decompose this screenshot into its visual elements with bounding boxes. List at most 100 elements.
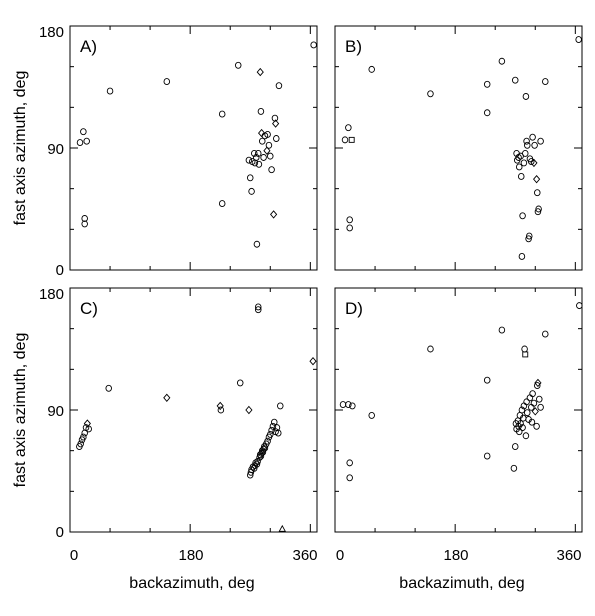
- panel-c-point-22: [254, 458, 261, 465]
- panel-b: B): [334, 25, 583, 271]
- panel-d-xtick-label-2: 360: [556, 547, 581, 564]
- panel-a-point-10: [245, 156, 253, 164]
- panel-b-point-28: [529, 133, 536, 141]
- panel-c-point-1: [77, 440, 84, 448]
- panel-d-point-10: [510, 464, 518, 472]
- panel-d-point-24: [522, 351, 529, 358]
- panel-d-point-39: [537, 403, 544, 411]
- panel-d-point-1: [345, 401, 352, 409]
- panel-b-point-10: [511, 76, 519, 84]
- panel-c-point-6: [83, 419, 91, 428]
- panel-b-point-19: [520, 159, 528, 167]
- panel-d-x-axis-label: backazimuth, deg: [399, 575, 524, 592]
- panel-d-point-6: [427, 345, 434, 353]
- panel-a-ytick-label-2: 180: [39, 24, 64, 41]
- panel-a-point-30: [268, 166, 275, 174]
- panel-a-point-19: [255, 160, 263, 168]
- panel-b-point-18: [519, 212, 526, 220]
- panel-a-point-4: [81, 220, 88, 228]
- panel-c-point-45: [278, 524, 287, 532]
- panel-b-point-27: [528, 158, 535, 166]
- panel-d-point-27: [524, 409, 531, 417]
- panel-a-y-axis-label: fast axis azimuth, deg: [12, 71, 29, 226]
- panel-c-point-3: [80, 433, 87, 441]
- panel-c-x-axis-label: backazimuth, deg: [129, 575, 254, 592]
- panel-d-point-40: [542, 330, 549, 338]
- panel-c-point-35: [264, 437, 271, 445]
- panel-c-point-43: [275, 429, 282, 437]
- panel-a-point-6: [163, 78, 171, 86]
- panel-b-point-37: [575, 36, 582, 44]
- panel-a-point-0: [76, 139, 84, 147]
- panel-d-point-34: [531, 407, 539, 416]
- panel-a-point-28: [265, 141, 273, 149]
- panel-b-point-23: [524, 141, 531, 149]
- panel-c-point-40: [271, 418, 278, 426]
- panel-c-point-7: [85, 425, 92, 433]
- panel-b-point-0: [341, 136, 349, 144]
- panel-b-point-21: [522, 93, 530, 100]
- panel-d-point-41: [576, 302, 583, 310]
- panel-b-point-22: [523, 137, 530, 145]
- panel-a-point-8: [218, 200, 226, 208]
- panel-c-point-24: [255, 306, 262, 314]
- panel-a-point-31: [270, 210, 278, 219]
- panel-d-point-38: [536, 395, 543, 403]
- panel-a-point-26: [263, 146, 271, 155]
- panel-a-point-23: [259, 137, 266, 145]
- panel-c-ytick-label-2: 180: [39, 286, 64, 303]
- panel-d-frame: [334, 287, 583, 533]
- panel-a-label: A): [80, 37, 97, 56]
- panel-d-point-35: [533, 422, 540, 430]
- panel-b-point-7: [483, 80, 491, 88]
- panel-b-frame: [334, 25, 583, 271]
- panel-a-point-36: [310, 41, 317, 49]
- panel-a: A) 0 90 180 fast axis azimuth, deg: [12, 24, 318, 279]
- panel-a-ytick-label-0: 0: [56, 262, 64, 279]
- panel-d-point-3: [346, 459, 353, 467]
- panel-d-point-32: [529, 390, 536, 398]
- panel-a-point-7: [218, 110, 226, 118]
- panel-b-point-9: [498, 57, 506, 65]
- panel-d-xtick-label-0: 0: [336, 547, 344, 564]
- panel-d: D) 0 180 360 backazimuth, deg: [334, 287, 583, 592]
- panel-c-point-44: [277, 402, 284, 410]
- panel-d-point-9: [498, 326, 506, 334]
- panel-d-point-19: [518, 406, 526, 414]
- panel-d-point-2: [349, 402, 356, 410]
- panel-d-point-25: [522, 432, 530, 440]
- panel-d-point-36: [534, 382, 541, 390]
- panel-a-point-24: [260, 154, 267, 161]
- panel-d-point-23: [521, 345, 528, 353]
- panel-a-point-22: [257, 128, 266, 138]
- panel-c-point-39: [269, 422, 277, 430]
- panel-a-point-5: [106, 87, 114, 95]
- panel-b-point-34: [535, 205, 542, 213]
- panel-a-frame: [69, 25, 318, 271]
- panel-a-point-17: [253, 240, 261, 248]
- panel-b-label: B): [345, 37, 362, 56]
- panel-c-frame: [69, 287, 318, 533]
- panel-c-xtick-label-1: 180: [178, 547, 203, 564]
- panel-a-point-34: [273, 135, 280, 142]
- panel-b-point-17: [518, 252, 526, 260]
- panel-d-point-4: [346, 474, 353, 482]
- panel-a-marks: [76, 41, 317, 248]
- panel-a-point-35: [275, 82, 283, 90]
- panel-c-marks: [76, 303, 317, 532]
- panel-a-point-33: [272, 119, 280, 128]
- panel-c: C) 0 90 180 0 180 360 backazimuth, deg f…: [12, 286, 318, 592]
- panel-b-point-35: [537, 137, 544, 145]
- panel-d-point-26: [523, 398, 530, 406]
- panel-c-point-38: [268, 426, 275, 434]
- panel-c-ticks: [69, 287, 317, 533]
- panel-c-label: C): [80, 299, 98, 318]
- panel-c-point-11: [217, 406, 225, 414]
- panel-c-point-37: [267, 430, 274, 438]
- panel-b-point-36: [542, 78, 549, 86]
- panel-b-point-16: [518, 173, 525, 180]
- panel-d-marks: [339, 302, 583, 482]
- panel-c-point-13: [245, 405, 253, 415]
- panel-b-point-2: [348, 136, 355, 143]
- panel-b-point-5: [368, 65, 375, 73]
